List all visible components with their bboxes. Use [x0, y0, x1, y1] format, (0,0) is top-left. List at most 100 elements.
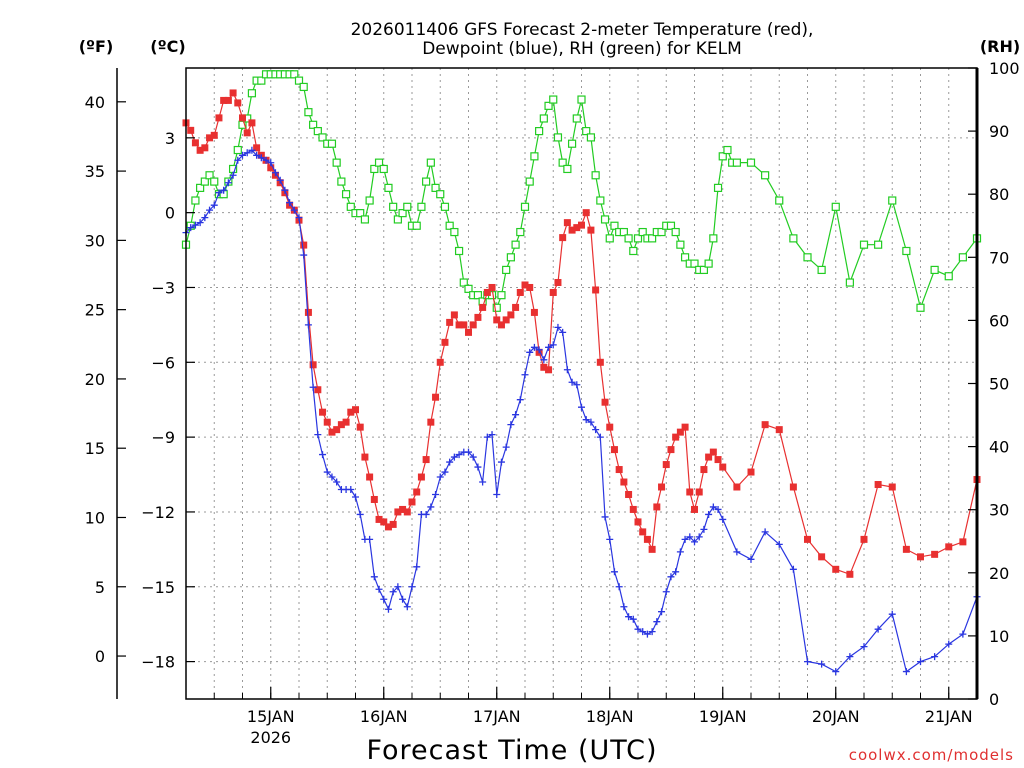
rh-point [384, 183, 393, 192]
dewpoint-point [672, 568, 680, 576]
rh-point [530, 152, 539, 161]
rh-point [629, 246, 638, 256]
temperature-point [874, 481, 882, 489]
dewpoint-point [408, 583, 416, 591]
rh-point [379, 164, 388, 174]
celsius-tick-label: 3 [165, 129, 175, 148]
dewpoint-point [323, 468, 331, 476]
dewpoint-point [257, 154, 265, 162]
dewpoint-point [243, 149, 251, 157]
x-day-label: 16JAN [360, 707, 408, 726]
rh-point [605, 234, 614, 243]
temperature-point [639, 528, 647, 536]
rh-tick-label: 60 [989, 311, 1009, 330]
dewpoint-point [403, 603, 411, 611]
dewpoint-point [347, 485, 355, 493]
rh-point [431, 183, 440, 192]
dewpoint-point [860, 643, 868, 651]
temperature-point [526, 283, 534, 291]
rh-tick-label: 0 [989, 690, 999, 709]
celsius-tick-label: −18 [141, 653, 175, 672]
temperature-point [394, 508, 402, 516]
rh-point [713, 183, 723, 192]
rh-point [558, 158, 567, 167]
rh-point [426, 158, 435, 167]
rh-point [704, 259, 713, 268]
temperature-point [832, 565, 840, 573]
temperature-point [672, 433, 680, 441]
rh-point [874, 240, 883, 249]
x-day-label: 21JAN [925, 707, 973, 726]
temperature-point [446, 318, 454, 326]
rh-point [389, 202, 398, 211]
dewpoint-point [399, 595, 407, 603]
dewpoint-point [502, 443, 510, 451]
dewpoint-point [366, 535, 374, 543]
dewpoint-point [507, 421, 515, 429]
temperature-point [380, 518, 388, 526]
dewpoint-point [201, 214, 209, 222]
rh-point [586, 133, 596, 142]
rh-point [304, 108, 313, 117]
temperature-point [337, 421, 345, 429]
dewpoint-point [559, 328, 567, 336]
rh-point [690, 259, 699, 268]
dewpoint-point [432, 490, 440, 498]
dewpoint-point [239, 151, 246, 159]
dewpoint-point [676, 548, 684, 556]
fahrenheit-tick-label: 10 [85, 508, 105, 527]
dewpoint-point [931, 653, 939, 661]
dewpoint-point [601, 513, 609, 521]
dewpoint-point [578, 403, 585, 411]
dewpoint-point [290, 206, 298, 214]
temperature-point [804, 535, 811, 543]
rh-point [676, 240, 685, 249]
rh-tick-label: 30 [989, 501, 1009, 520]
dewpoint-point [248, 146, 256, 154]
rh-point [775, 196, 784, 205]
dewpoint-point [300, 251, 308, 259]
rh-point [525, 177, 534, 186]
dewpoint-point [436, 473, 444, 481]
temperature-point [432, 393, 440, 401]
temperature-point [888, 483, 896, 491]
dewpoint-point [465, 448, 472, 456]
rh-point [600, 215, 610, 224]
temperature-point [422, 456, 430, 464]
dewpoint-point [469, 453, 477, 461]
dewpoint-point [629, 615, 637, 623]
rh-point [699, 265, 709, 275]
fahrenheit-tick-label: 5 [95, 578, 105, 597]
dewpoint-point [521, 371, 529, 379]
temperature-point [775, 426, 783, 434]
dewpoint-point [267, 159, 275, 167]
temperature-point [304, 308, 312, 316]
temperature-point [578, 221, 585, 229]
rh-tick-label: 10 [989, 627, 1009, 646]
rh-point [473, 291, 483, 300]
rh-point [746, 158, 756, 167]
celsius-unit-label: (ºC) [150, 37, 185, 56]
dewpoint-point [563, 366, 571, 374]
temperature-point [333, 426, 341, 434]
rh-point [789, 234, 798, 243]
x-year-label: 2026 [250, 728, 291, 747]
dewpoint-point [516, 396, 524, 404]
temperature-point [206, 134, 214, 142]
dewpoint-point [582, 416, 590, 424]
rh-point [944, 272, 953, 281]
rh-point [247, 89, 257, 98]
celsius-tick-label: −9 [151, 428, 175, 447]
temperature-point [474, 313, 482, 321]
dewpoint-point [450, 453, 458, 461]
temperature-point [789, 483, 797, 491]
dewpoint-point [488, 431, 496, 439]
rh-point [902, 246, 911, 256]
axis-labels: 30−3−6−9−12−15−1840353025201510501009080… [85, 59, 1020, 747]
temperature-point [220, 96, 228, 104]
temperature-point [629, 505, 637, 513]
rh-point [563, 164, 572, 174]
dewpoint-point [643, 630, 651, 638]
rh-point [845, 278, 854, 287]
dewpoint-point [384, 605, 392, 613]
